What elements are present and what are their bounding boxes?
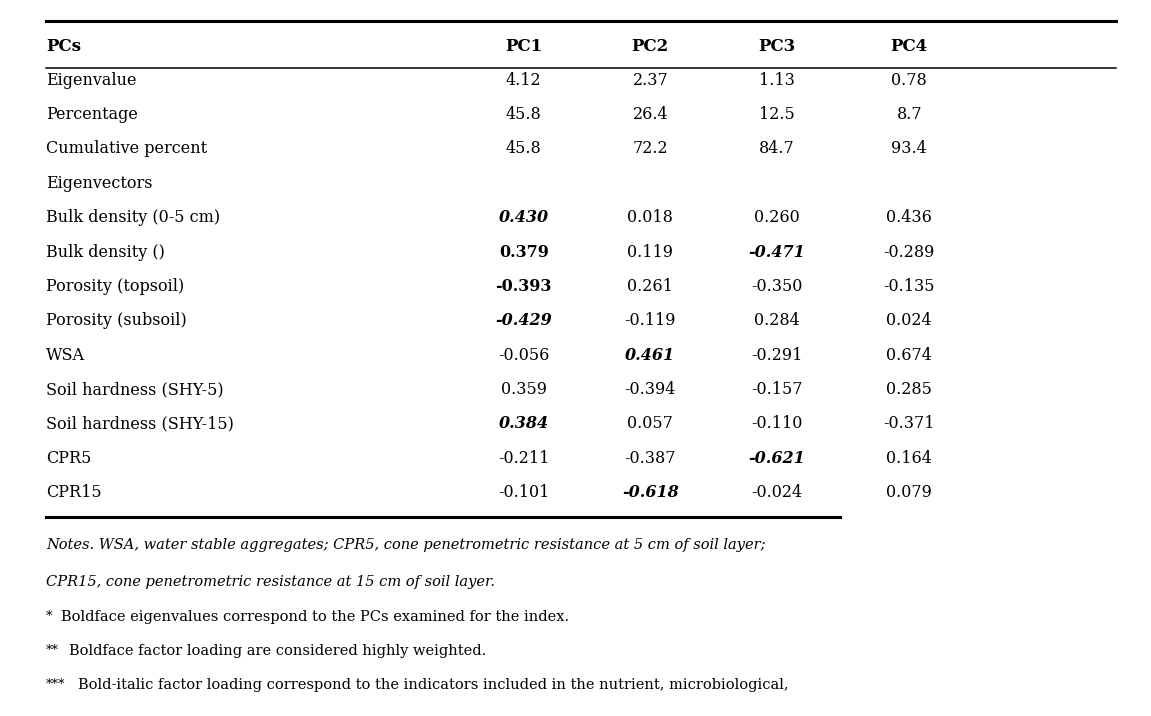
Text: 1.13: 1.13 [759, 72, 795, 89]
Text: -0.211: -0.211 [498, 450, 549, 467]
Text: Bulk density (0-5 cm): Bulk density (0-5 cm) [46, 209, 220, 226]
Text: 2.37: 2.37 [632, 72, 669, 89]
Text: 0.78: 0.78 [891, 72, 928, 89]
Text: -0.289: -0.289 [884, 243, 935, 261]
Text: PC1: PC1 [505, 38, 542, 55]
Text: -0.135: -0.135 [884, 278, 935, 295]
Text: Porosity (topsoil): Porosity (topsoil) [46, 278, 184, 295]
Text: 0.119: 0.119 [627, 243, 673, 261]
Text: **: ** [46, 644, 59, 657]
Text: 0.436: 0.436 [886, 209, 932, 226]
Text: -0.621: -0.621 [748, 450, 806, 467]
Text: CPR5: CPR5 [46, 450, 91, 467]
Text: 0.024: 0.024 [886, 312, 932, 329]
Text: PC4: PC4 [891, 38, 928, 55]
Text: Boldface factor loading are considered highly weighted.: Boldface factor loading are considered h… [69, 644, 487, 658]
Text: -0.471: -0.471 [748, 243, 806, 261]
Text: 8.7: 8.7 [897, 106, 922, 123]
Text: -0.291: -0.291 [752, 347, 802, 364]
Text: 4.12: 4.12 [506, 72, 541, 89]
Text: -0.393: -0.393 [496, 278, 551, 295]
Text: Boldface eigenvalues correspond to the PCs examined for the index.: Boldface eigenvalues correspond to the P… [61, 610, 569, 624]
Text: Soil hardness (SHY-15): Soil hardness (SHY-15) [46, 415, 234, 432]
Text: -0.056: -0.056 [498, 347, 549, 364]
Text: Eigenvectors: Eigenvectors [46, 175, 153, 192]
Text: CPR15: CPR15 [46, 484, 101, 501]
Text: 0.461: 0.461 [625, 347, 676, 364]
Text: 0.057: 0.057 [627, 415, 673, 432]
Text: 0.260: 0.260 [754, 209, 800, 226]
Text: -0.371: -0.371 [884, 415, 935, 432]
Text: 0.018: 0.018 [627, 209, 673, 226]
Text: -0.119: -0.119 [625, 312, 676, 329]
Text: -0.110: -0.110 [752, 415, 802, 432]
Text: -0.024: -0.024 [752, 484, 802, 501]
Text: PCs: PCs [46, 38, 81, 55]
Text: 0.261: 0.261 [627, 278, 673, 295]
Text: WSA: WSA [46, 347, 85, 364]
Text: -0.101: -0.101 [498, 484, 549, 501]
Text: CPR15, cone penetrometric resistance at 15 cm of soil layer.: CPR15, cone penetrometric resistance at … [46, 576, 495, 589]
Text: Porosity (subsoil): Porosity (subsoil) [46, 312, 186, 329]
Text: ***: *** [46, 679, 66, 692]
Text: Cumulative percent: Cumulative percent [46, 140, 207, 158]
Text: 0.379: 0.379 [498, 243, 549, 261]
Text: Notes. WSA, water stable aggregates; CPR5, cone penetrometric resistance at 5 cm: Notes. WSA, water stable aggregates; CPR… [46, 538, 765, 552]
Text: Bold-italic factor loading correspond to the indicators included in the nutrient: Bold-italic factor loading correspond to… [78, 679, 788, 692]
Text: -0.157: -0.157 [752, 381, 802, 398]
Text: Percentage: Percentage [46, 106, 138, 123]
Text: -0.618: -0.618 [622, 484, 679, 501]
Text: 0.430: 0.430 [498, 209, 549, 226]
Text: 93.4: 93.4 [891, 140, 928, 158]
Text: 45.8: 45.8 [505, 106, 542, 123]
Text: PC2: PC2 [632, 38, 669, 55]
Text: Soil hardness (SHY-5): Soil hardness (SHY-5) [46, 381, 223, 398]
Text: 0.359: 0.359 [501, 381, 547, 398]
Text: 72.2: 72.2 [633, 140, 668, 158]
Text: 84.7: 84.7 [759, 140, 795, 158]
Text: 45.8: 45.8 [505, 140, 542, 158]
Text: 0.284: 0.284 [754, 312, 800, 329]
Text: 0.674: 0.674 [886, 347, 932, 364]
Text: -0.429: -0.429 [495, 312, 552, 329]
Text: *: * [46, 610, 53, 623]
Text: 0.164: 0.164 [886, 450, 932, 467]
Text: 0.285: 0.285 [886, 381, 932, 398]
Text: -0.350: -0.350 [752, 278, 802, 295]
Text: PC3: PC3 [759, 38, 795, 55]
Text: 0.079: 0.079 [886, 484, 932, 501]
Text: 12.5: 12.5 [759, 106, 795, 123]
Text: -0.387: -0.387 [625, 450, 676, 467]
Text: 26.4: 26.4 [633, 106, 668, 123]
Text: -0.394: -0.394 [625, 381, 676, 398]
Text: Bulk density (): Bulk density () [46, 243, 165, 261]
Text: Eigenvalue: Eigenvalue [46, 72, 137, 89]
Text: 0.384: 0.384 [498, 415, 549, 432]
